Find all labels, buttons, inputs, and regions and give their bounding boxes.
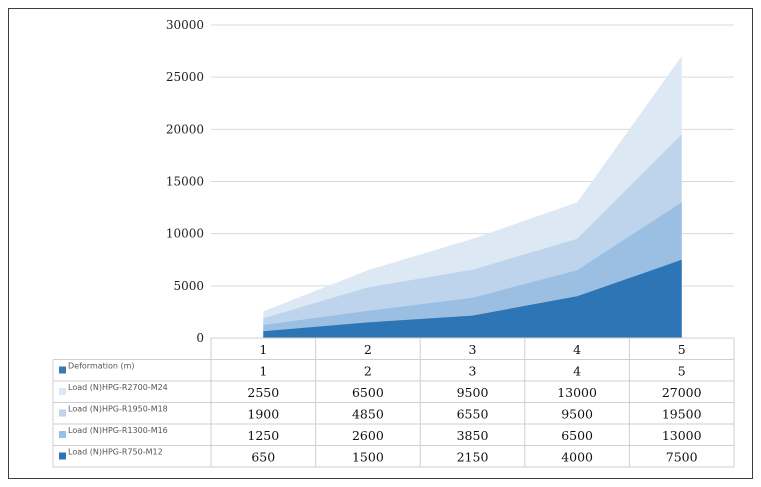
y-tick-label: 15000 (166, 175, 204, 189)
table-cell-value: 13000 (662, 428, 702, 443)
legend-key (59, 388, 66, 395)
legend-label: Load (N)HPG-R1950-M18 (68, 405, 168, 414)
grid-lines (211, 24, 734, 339)
table-cell-value: 6500 (352, 385, 384, 400)
table-cell-value: 4000 (561, 449, 593, 464)
legend-label: Load (N)HPG-R2700-M24 (68, 383, 168, 392)
table-cell-value: 5 (678, 363, 686, 378)
table-cell-value: 4 (573, 363, 581, 378)
x-category-label: 3 (469, 342, 477, 357)
table-cell-value: 19500 (662, 406, 702, 421)
table-cell-value: 4850 (352, 406, 384, 421)
y-tick-label: 30000 (166, 18, 204, 32)
legend-label: Deformation (m) (68, 362, 135, 371)
y-tick-label: 25000 (166, 70, 204, 84)
table-cell-value: 27000 (662, 385, 702, 400)
data-table: 1 2 3 4 5 Deformation (m) 1 2 3 4 5 Load (N)HPG-R27… (52, 337, 735, 468)
y-tick-label: 5000 (173, 279, 204, 293)
table-cell-value: 9500 (561, 406, 593, 421)
area-chart: 0 5000 10000 15000 20000 25000 30000 1 2 3 4 5 Defo… (52, 18, 735, 468)
table-cell-value: 3 (469, 363, 477, 378)
table-cell-value: 2150 (457, 449, 489, 464)
chart-frame: 0 5000 10000 15000 20000 25000 30000 1 2 3 4 5 Defo… (8, 8, 753, 479)
table-cell-value: 2550 (247, 385, 279, 400)
table-cell-value: 7500 (666, 449, 698, 464)
table-cell-value: 2600 (352, 428, 384, 443)
x-category-label: 1 (259, 342, 267, 357)
legend-key (59, 452, 66, 460)
legend-label: Load (N)HPG-R1300-M16 (68, 426, 168, 435)
legend-key (59, 366, 66, 374)
legend-label: Load (N)HPG-R750-M12 (68, 448, 163, 457)
legend-key (59, 409, 66, 417)
area-series (263, 56, 682, 339)
y-tick-label: 10000 (166, 227, 204, 241)
table-cell-value: 1500 (352, 449, 384, 464)
table-cell-value: 6500 (561, 428, 593, 443)
table-cell-value: 13000 (557, 385, 597, 400)
x-category-label: 5 (678, 342, 686, 357)
legend-key (59, 431, 66, 438)
table-cell-value: 1900 (247, 406, 279, 421)
y-tick-label: 20000 (166, 122, 204, 136)
table-cell-value: 6550 (457, 406, 489, 421)
table-cell-value: 3850 (457, 428, 489, 443)
area-load-n-hpg-r750-m12 (263, 259, 682, 338)
x-category-label: 4 (573, 342, 581, 357)
y-axis-tick-labels: 0 5000 10000 15000 20000 25000 30000 (166, 18, 204, 345)
table-cell-value: 9500 (457, 385, 489, 400)
table-cell-value: 650 (251, 449, 275, 464)
x-category-label: 2 (364, 342, 372, 357)
y-tick-label: 0 (196, 331, 204, 345)
table-cell-value: 2 (364, 363, 372, 378)
table-cell-value: 1 (259, 363, 267, 378)
table-cell-value: 1250 (247, 428, 279, 443)
